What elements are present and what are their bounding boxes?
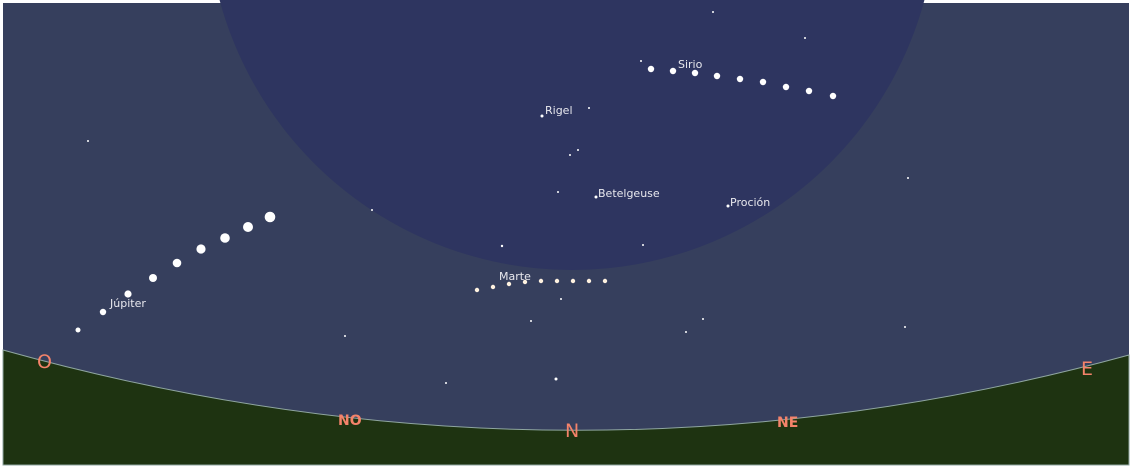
page: Sirio Rigel Betelgeuse Proción Marte Júp…	[0, 0, 1132, 468]
star-label: Betelgeuse	[598, 187, 660, 200]
star-label: Rigel	[545, 104, 573, 117]
planet-label: Marte	[499, 270, 531, 283]
cardinal-label: N	[565, 420, 579, 442]
planet-label: Júpiter	[109, 297, 146, 310]
cardinal-label: NE	[777, 415, 798, 431]
cardinal-label: NO	[338, 413, 362, 429]
cardinal-label: O	[37, 351, 52, 373]
star-label: Sirio	[678, 58, 703, 71]
star-label: Proción	[730, 196, 770, 209]
sky-view: Sirio Rigel Betelgeuse Proción Marte Júp…	[0, 0, 1132, 468]
cardinal-label: E	[1081, 358, 1093, 380]
